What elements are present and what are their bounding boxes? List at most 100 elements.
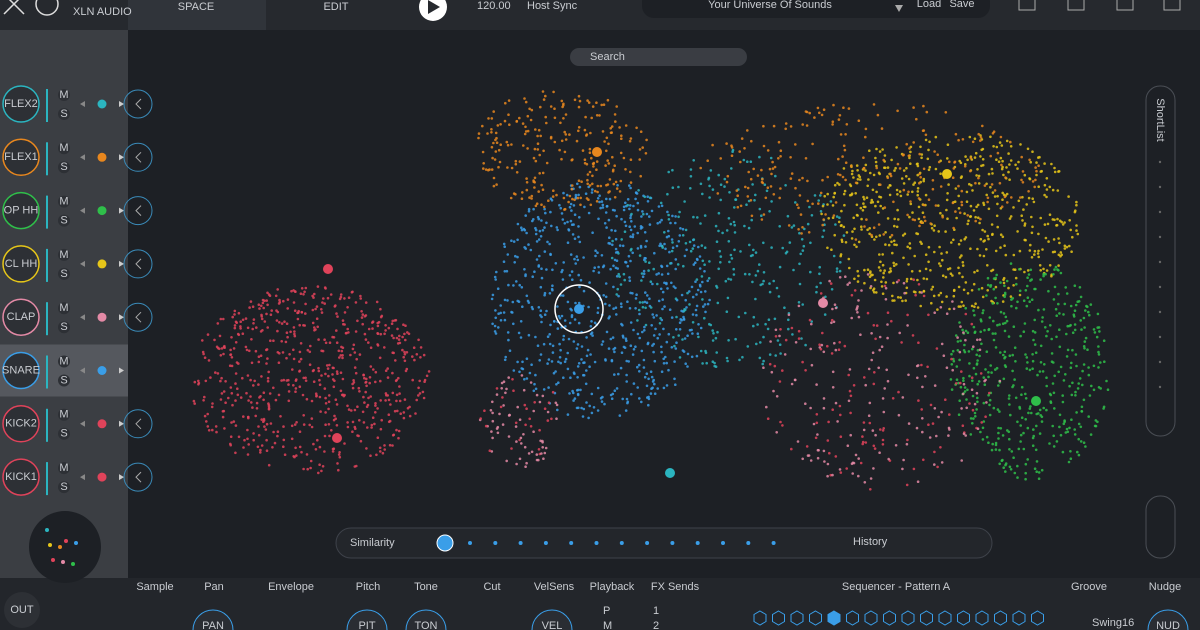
sound-marker[interactable]: [818, 298, 828, 308]
mute-button[interactable]: [58, 142, 70, 155]
step[interactable]: [772, 610, 785, 626]
step[interactable]: [938, 610, 952, 626]
next[interactable]: [119, 207, 124, 214]
step[interactable]: [1031, 610, 1044, 626]
collapse[interactable]: [123, 196, 153, 226]
sound-marker[interactable]: [1031, 396, 1041, 406]
mute-button[interactable]: [58, 89, 70, 101]
prev[interactable]: [80, 367, 85, 374]
history-step[interactable]: [543, 541, 548, 545]
load-button[interactable]: Load: [917, 0, 941, 10]
knob[interactable]: [1147, 609, 1189, 630]
step[interactable]: [994, 610, 1007, 626]
swing[interactable]: Swing16: [1092, 617, 1134, 629]
collapse[interactable]: [123, 249, 153, 279]
step[interactable]: [753, 610, 767, 626]
step[interactable]: [790, 610, 804, 626]
next[interactable]: [119, 420, 124, 427]
solo-button[interactable]: [58, 374, 70, 387]
sound-marker[interactable]: [592, 147, 602, 157]
prev[interactable]: [80, 420, 85, 427]
toolbar-icon[interactable]: [1067, 0, 1085, 11]
preset-box[interactable]: [642, 0, 990, 18]
knob[interactable]: [531, 609, 573, 630]
step[interactable]: [846, 610, 859, 626]
tab[interactable]: EDIT: [323, 1, 348, 13]
out-knob[interactable]: [4, 592, 40, 628]
next[interactable]: [119, 367, 124, 374]
next[interactable]: [119, 154, 124, 161]
history-step[interactable]: [721, 541, 725, 545]
step[interactable]: [864, 610, 878, 626]
mute-button[interactable]: [58, 408, 70, 421]
collapse[interactable]: [123, 142, 153, 172]
history-step[interactable]: [493, 541, 498, 545]
mute-button[interactable]: [58, 302, 70, 315]
solo-button[interactable]: [58, 267, 70, 280]
step[interactable]: [975, 610, 989, 626]
solo-button[interactable]: [58, 481, 70, 494]
collapse[interactable]: [123, 409, 153, 439]
track-pad[interactable]: [2, 405, 40, 443]
step[interactable]: [809, 610, 822, 626]
step[interactable]: [920, 610, 933, 626]
collapse[interactable]: [123, 89, 153, 119]
track-pad[interactable]: [2, 351, 40, 390]
knob[interactable]: [346, 609, 388, 630]
step[interactable]: [827, 610, 841, 626]
solo-button[interactable]: [58, 161, 70, 174]
next[interactable]: [119, 314, 124, 321]
prev[interactable]: [80, 260, 85, 267]
mute-button[interactable]: [58, 195, 70, 208]
prev[interactable]: [80, 101, 85, 107]
track-pad[interactable]: [2, 191, 40, 230]
solo-button[interactable]: [58, 214, 70, 227]
track-pad[interactable]: [2, 298, 40, 336]
pattern-pad[interactable]: [29, 511, 101, 583]
sound-space[interactable]: [192, 90, 1110, 491]
prev[interactable]: [80, 207, 85, 214]
step[interactable]: [883, 610, 896, 626]
sound-marker[interactable]: [332, 433, 342, 443]
history-step[interactable]: [746, 541, 751, 545]
history-step[interactable]: [518, 541, 523, 545]
history-step[interactable]: [594, 541, 599, 545]
sound-marker[interactable]: [665, 468, 675, 478]
history-step[interactable]: [695, 541, 700, 545]
solo-button[interactable]: [58, 108, 70, 120]
step[interactable]: [901, 610, 915, 626]
step[interactable]: [957, 610, 970, 626]
history-step[interactable]: [619, 541, 624, 545]
preset-name[interactable]: Your Universe Of Sounds: [708, 0, 832, 11]
sound-marker[interactable]: [942, 169, 952, 179]
knob[interactable]: [405, 609, 447, 630]
prev[interactable]: [80, 314, 85, 321]
next[interactable]: [119, 101, 124, 107]
toolbar-icon[interactable]: [1018, 0, 1036, 11]
next[interactable]: [119, 474, 124, 481]
sound-marker[interactable]: [323, 264, 333, 274]
toolbar-icon[interactable]: [1163, 0, 1181, 11]
sound-marker[interactable]: [574, 304, 584, 314]
solo-button[interactable]: [58, 321, 70, 334]
track-pad[interactable]: [2, 138, 40, 177]
history-step[interactable]: [645, 541, 650, 545]
mute-button[interactable]: [58, 355, 70, 368]
history-step[interactable]: [569, 541, 574, 545]
track-pad[interactable]: [2, 458, 40, 496]
next[interactable]: [119, 260, 124, 267]
tab[interactable]: SPACE: [178, 1, 214, 13]
collapse[interactable]: [123, 462, 153, 492]
save-button[interactable]: Save: [949, 0, 974, 10]
prev[interactable]: [80, 474, 85, 481]
track-pad[interactable]: [2, 85, 40, 123]
track-pad[interactable]: [2, 245, 40, 283]
solo-button[interactable]: [58, 427, 70, 440]
prev[interactable]: [80, 154, 85, 161]
collapse[interactable]: [123, 302, 153, 332]
mute-button[interactable]: [58, 462, 70, 475]
search[interactable]: Search: [590, 51, 625, 63]
mute-button[interactable]: [58, 248, 70, 261]
search-box[interactable]: [570, 48, 747, 66]
history-step[interactable]: [670, 541, 675, 545]
